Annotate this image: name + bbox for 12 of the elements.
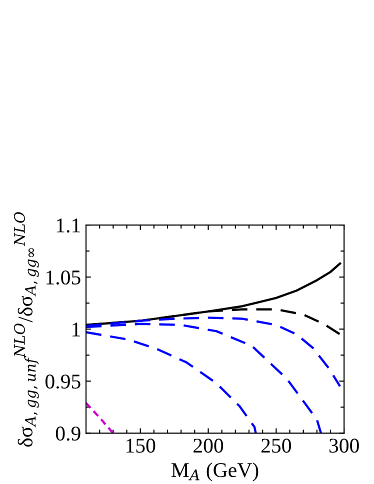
x-tick-label: 150 [126, 438, 156, 453]
y-axis-title: δσ$_{A,gg,unf}$$^{NLO}$/δσ$_{A,gg∞}$$^{NLO}$ [14, 212, 39, 447]
y-tick-label: 0.9 [56, 426, 80, 441]
x-tick-label: 200 [194, 438, 224, 453]
y-tick-label: 1 [72, 322, 80, 336]
y-tick-label: 1.05 [46, 270, 80, 285]
y-tick-label: 1.1 [56, 218, 80, 233]
line-series [86, 331, 257, 434]
x-tick-label: 250 [261, 438, 291, 453]
x-tick-label: 300 [329, 438, 359, 453]
x-axis-title: M$_{A}$ (GeV) [171, 462, 258, 482]
y-tick-label: 0.95 [45, 374, 80, 389]
